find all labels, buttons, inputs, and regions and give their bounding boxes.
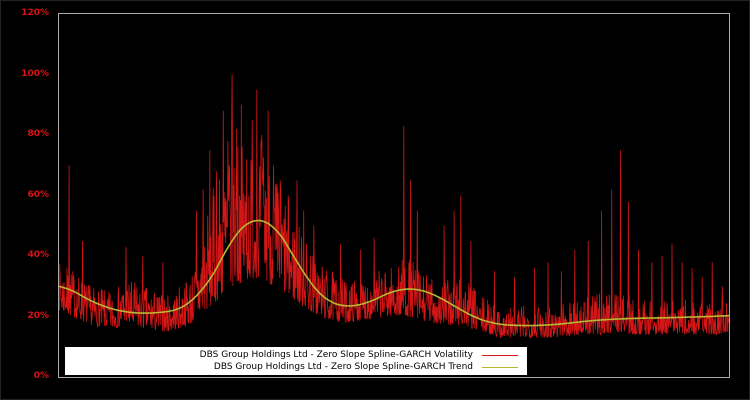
y-axis-tick-label: 100% [21, 68, 49, 79]
volatility-series-line [59, 74, 729, 340]
legend-row-trend: DBS Group Holdings Ltd - Zero Slope Spli… [70, 361, 522, 373]
legend-label-volatility: DBS Group Holdings Ltd - Zero Slope Spli… [199, 350, 473, 360]
y-axis-labels: 0% 20% 40% 60% 80% 100% 120% [1, 8, 55, 381]
legend-row-volatility: DBS Group Holdings Ltd - Zero Slope Spli… [70, 349, 522, 361]
y-axis-tick-label: 40% [27, 250, 49, 260]
y-axis-tick-label: 60% [27, 189, 49, 200]
plot-area: DBS Group Holdings Ltd - Zero Slope Spli… [58, 13, 730, 378]
legend: DBS Group Holdings Ltd - Zero Slope Spli… [65, 347, 527, 375]
legend-line-trend-sample [482, 366, 518, 368]
y-axis-tick-label: 20% [27, 310, 49, 321]
y-axis-tick-label: 80% [27, 129, 49, 139]
y-axis-tick-label: 0% [33, 371, 49, 381]
y-axis-tick-label: 120% [21, 8, 49, 18]
legend-line-volatility-sample [482, 354, 518, 356]
chart-canvas [59, 74, 729, 340]
legend-label-trend: DBS Group Holdings Ltd - Zero Slope Spli… [213, 362, 473, 372]
trend-series-line [59, 219, 729, 327]
